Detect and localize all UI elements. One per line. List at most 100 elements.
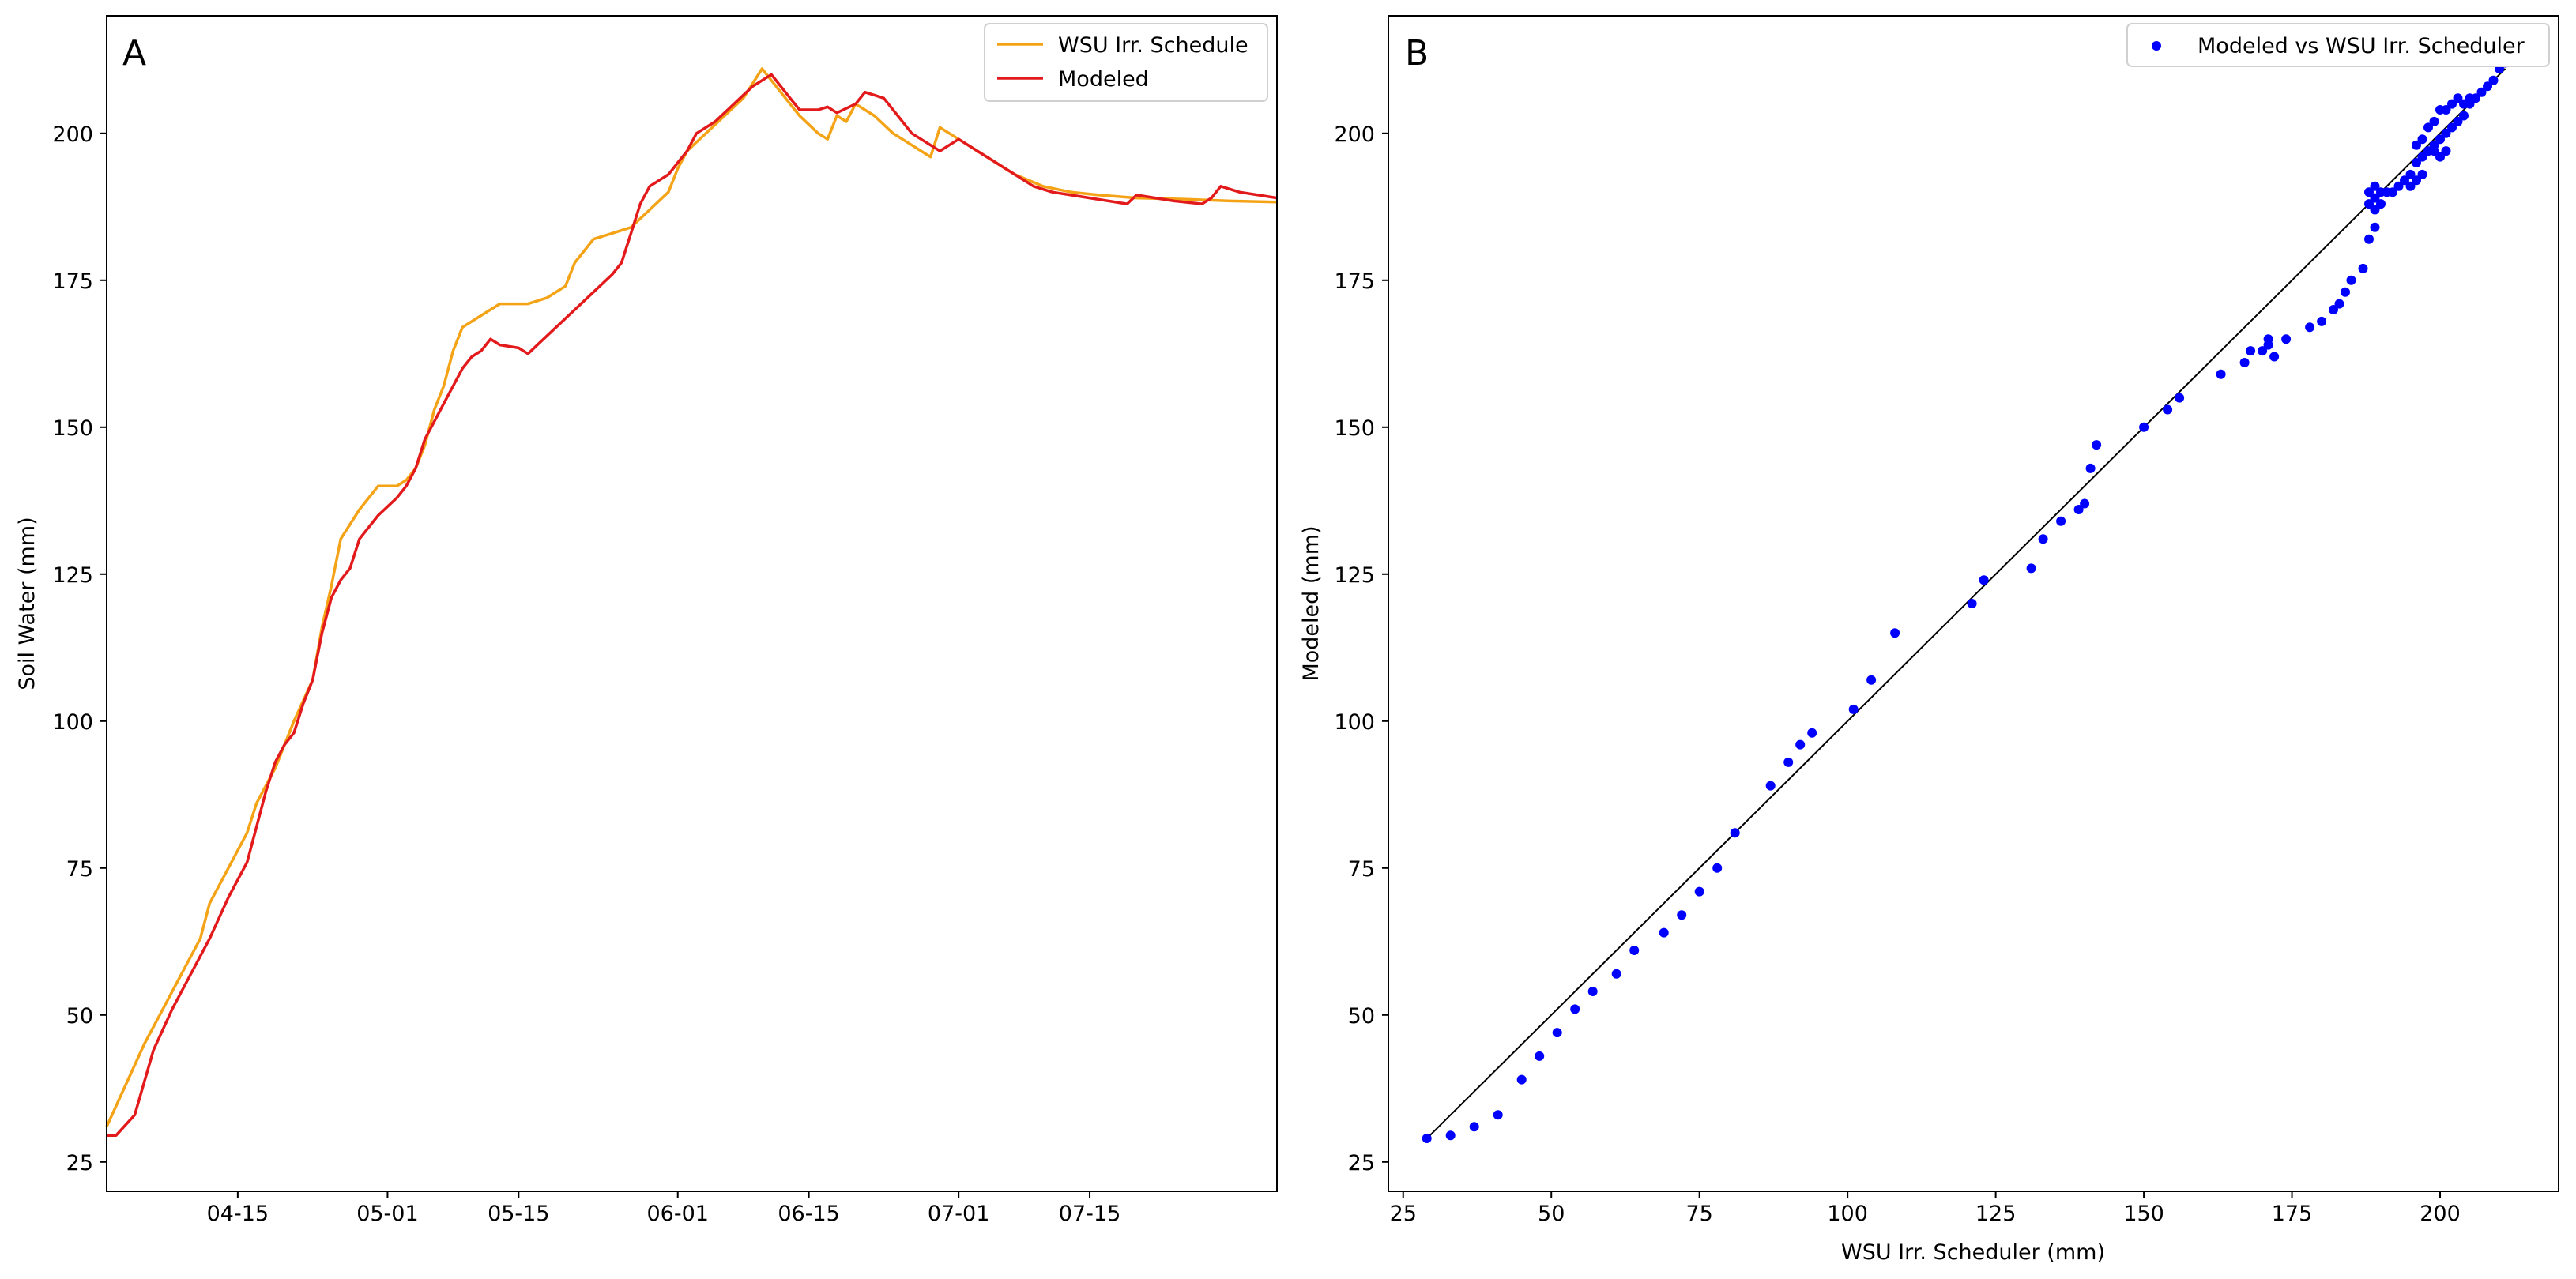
scatter-point [2441,128,2451,138]
scatter-point [2258,346,2268,356]
panel-a-y-tick-label: 200 [52,122,93,147]
scatter-point [2435,152,2445,162]
scatter-point [2281,334,2292,344]
scatter-point [2405,181,2416,191]
panel-a-frame [106,15,1278,1192]
scatter-point [2453,93,2463,103]
series-line-wsu-irr-schedule [105,67,1278,1127]
panel-b-x-tick-label: 150 [2123,1202,2164,1226]
scatter-point [1493,1110,1503,1120]
panel-b-y-tick-label: 100 [1334,710,1375,735]
scatter-point [2364,187,2374,197]
scatter-point [1848,704,1859,714]
panel-a-y-tick-label: 25 [66,1151,93,1176]
scatter-point [2364,199,2374,209]
panel-b-y-tick-label: 125 [1334,563,1375,588]
scatter-point [1730,828,1740,838]
panel-b-y-tick-label: 75 [1348,857,1375,882]
scatter-point [1783,757,1794,767]
panel-b-y-tick-label: 50 [1348,1004,1375,1029]
scatter-point [2239,358,2250,367]
scatter-point [1694,886,1704,897]
panel-a-x-tick-label: 06-01 [646,1202,708,1226]
scatter-point [2038,534,2048,544]
scatter-point [1516,1074,1527,1085]
scatter-point [2216,369,2226,379]
panel-b-x-tick-label: 50 [1538,1202,1565,1226]
scatter-point [2317,316,2327,326]
panel-a-x-tick-label: 05-15 [488,1202,549,1226]
scatter-point [1866,675,1877,685]
scatter-point [2447,99,2457,109]
scatter-point [2026,563,2036,574]
scatter-point [1807,728,1817,738]
scatter-point [1659,927,1669,938]
panel-a-chart: 04-15 05-01 05-15 06-01 06-15 07-01 07-15 25 50… [15,15,1278,1226]
scatter-point [2329,305,2338,314]
panel-b-frame [1388,15,2559,1192]
scatter-point [1587,987,1598,996]
panel-b-x-axis-label: WSU Irr. Scheduler (mm) [1841,1240,2105,1265]
scatter-point [1890,628,1900,638]
scatter-point [2441,146,2451,156]
one-to-one-reference-line [1426,68,2506,1139]
scatter-point [1765,781,1776,791]
scatter-point [2412,175,2421,186]
scatter-point [2400,175,2409,186]
scatter-point [2388,187,2397,197]
scatter-point [1570,1004,1580,1014]
panel-b-y-axis-label: Modeled (mm) [1299,525,1324,681]
scatter-point [2488,75,2499,85]
scatter-point [2412,140,2421,150]
scatter-point [1795,739,1806,750]
scatter-point [2483,81,2492,92]
scatter-point [2453,116,2463,126]
scatter-point [2080,498,2090,509]
scatter-point [2412,158,2421,167]
scatter-point [1611,969,1621,979]
scatter-point [2246,346,2256,356]
panel-a-y-tick-label: 50 [66,1004,93,1029]
scatter-point [2370,222,2380,232]
panel-b-x-tick-label: 125 [1975,1202,2017,1226]
scatter-point [2459,99,2469,109]
scatter-point [1422,1134,1432,1143]
panel-b-y-tick-label: 25 [1348,1151,1375,1176]
panel-b-x-tick-label: 200 [2420,1202,2461,1226]
scatter-point [2435,134,2445,145]
panel-a-y-tick-label: 150 [52,416,93,441]
panel-b-y-tick-label: 200 [1334,122,1375,147]
scatter-point [2056,516,2066,526]
panel-a-y-tick-label: 175 [52,269,93,294]
panel-a-x-tick-label: 06-15 [778,1202,839,1226]
scatter-point [2139,422,2149,432]
scatter-point [1445,1130,1456,1141]
panel-b-x-tick-label: 25 [1390,1202,1417,1226]
scatter-point [1469,1122,1479,1132]
panel-a-y-tick-label: 75 [66,857,93,882]
scatter-point [2263,334,2273,344]
panel-a-y-axis-label: Soil Water (mm) [15,517,40,690]
scatter-point [1677,910,1687,920]
panel-a-x-tick-label: 07-15 [1059,1202,1120,1226]
panel-b-y-tick-label: 175 [1334,269,1375,294]
scatter-point [2441,105,2451,115]
scatter-point [2447,122,2457,133]
scatter-point [2334,299,2344,309]
scatter-point [1712,863,1723,873]
scatter-point [2405,169,2416,179]
scatter-point [2465,93,2475,103]
scatter-point [2305,322,2315,333]
scatter-point [2370,205,2380,215]
panel-a-x-tick-label: 05-01 [356,1202,418,1226]
scatter-point [2417,152,2427,162]
legend-label-wsu: WSU Irr. Schedule [1058,33,1248,58]
scatter-point [2092,440,2102,450]
scatter-point [1967,599,1977,608]
panel-b-chart: 25 50 75 100 125 150 175 200 25 50 75 100 125 150 175… [1299,15,2559,1265]
scatter-point [2341,287,2350,297]
scatter-point [2476,87,2487,97]
panel-a-y-tick-label: 125 [52,563,93,588]
scatter-point [2370,193,2380,203]
